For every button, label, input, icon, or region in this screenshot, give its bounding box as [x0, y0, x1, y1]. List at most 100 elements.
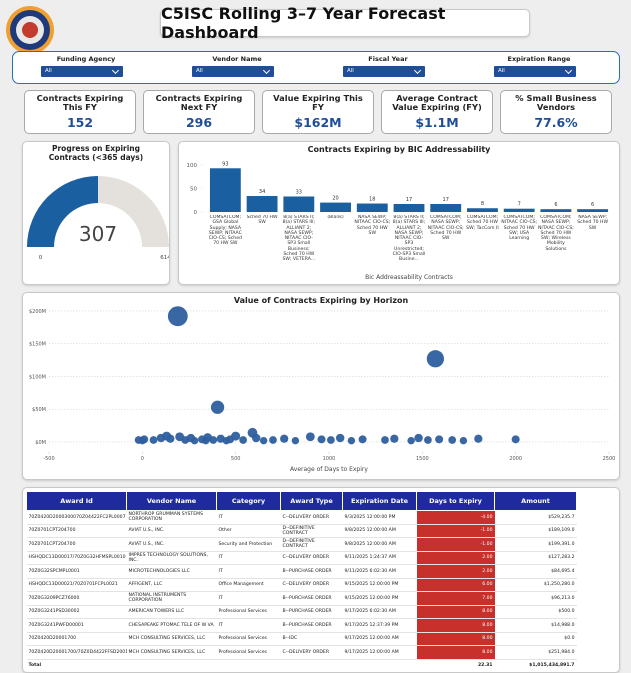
table-row: 70Z0701CPT204700 AVIAT U.S., INC. Security…: [26, 537, 577, 552]
point: [414, 433, 423, 443]
table-cell: AFFIGENT, LLC: [126, 578, 217, 592]
table-cell: 70Z0420D2000300070Z04422FC2PL0007: [26, 510, 127, 525]
total-amount: $1,015,434,891.7: [494, 658, 577, 672]
table-cell: 70Z0G32SPCMPL0001: [26, 564, 127, 579]
x-tick-label-box: COMSATCOM; Sched 70 HW SW; TacCom II: [466, 215, 499, 231]
table-cell: $251,984.0: [494, 645, 577, 660]
bar: [246, 196, 278, 212]
table-row: 70Z0G3241PWFD00001 CHESAPEAKE PTOMAC TELE…: [26, 618, 577, 633]
x-tick-label: -500: [43, 456, 54, 462]
table-cell: NATIONAL INSTRUMENTS CORPORATION: [126, 591, 217, 606]
table-cell: B--IDC: [280, 632, 343, 646]
table-row: 70Z0701CPT204700 AVIAT U.S., INC. Other D--…: [26, 524, 577, 538]
point: [347, 436, 356, 445]
x-tick-label-box: COMSATCOM; NASA SEWP; NITAAC CIO-CS; Sch…: [427, 215, 464, 242]
table-cell: 9/17/2025 12:00:00 AM: [342, 632, 417, 646]
column-header[interactable]: Category: [216, 491, 281, 511]
filter-dropdown[interactable]: All: [41, 66, 123, 77]
table-cell: IT: [216, 564, 281, 579]
total-label: Total: [26, 658, 127, 672]
table-cell: IT: [216, 618, 281, 633]
column-header[interactable]: Days to Expiry: [416, 491, 495, 511]
x-tick-label-box: NASA SEWP; NITAAC CIO-CS; Sched 70 HW SW: [354, 215, 391, 236]
table-cell: B--PURCHASE ORDER: [280, 591, 343, 606]
point: [134, 436, 143, 444]
bar-panel: Contracts Expiring by BIC Addressability…: [178, 141, 620, 285]
x-tick-label-box: 8(a) STARS II; 8(a) STARS III; ALLIANT 2…: [392, 215, 426, 263]
column-header[interactable]: Expiration Date: [342, 491, 417, 511]
table-cell: $84,695.4: [494, 564, 577, 579]
x-tick-label: COMSATCOM; NASA SEWP; NITAAC CIO-CS; Sch…: [427, 215, 464, 242]
kpi-card: Value Expiring This FY $162M: [262, 90, 374, 134]
table-cell: 9/17/2025 6:02:30 AM: [342, 605, 417, 619]
point: [327, 436, 335, 444]
point: [426, 350, 445, 368]
gauge-min: 0: [39, 255, 43, 261]
scatter-chart: Value of Contracts Expiring by Horizon $0…: [29, 296, 615, 473]
table-cell: $189,109.0: [494, 524, 577, 538]
table-cell: AVIAT U.S., INC.: [126, 524, 217, 538]
table-cell: $529,235.7: [494, 510, 577, 525]
y-tick-label: $0M: [35, 440, 46, 446]
x-tick-label: 8(a) STARS II; 8(a) STARS III; ALLIANT 2…: [392, 215, 426, 263]
table-cell: C--DELIVERY ORDER: [280, 510, 343, 525]
dropdown-chevron: [413, 66, 422, 75]
point: [511, 435, 520, 444]
column-header[interactable]: Vendor Name: [126, 491, 217, 511]
gauge-value: 307: [79, 222, 117, 246]
table-cell: 70Z0701CPT204700: [26, 524, 127, 538]
bar: [209, 168, 241, 212]
filter-label: Fiscal Year: [368, 55, 408, 63]
kpi-card: Average Contract Value Expiring (FY) $1.1…: [381, 90, 493, 134]
filter-value: All: [498, 68, 505, 74]
bar: [430, 204, 462, 212]
x-tick-label: NASA SEWP; Sched 70 HW SW: [577, 215, 609, 231]
gauge-panel: Progress on Expiring Contracts (<365 day…: [22, 141, 171, 285]
x-tick-label: 1000: [323, 456, 336, 462]
column-header[interactable]: Award Id: [26, 491, 127, 511]
total-row: Total 22.31 $1,015,434,891.7: [26, 658, 577, 672]
filter-value: All: [196, 68, 203, 74]
x-tick-label-box: COMSATCOM; NASA SEWP; NITAAC CIO-CS; Sch…: [538, 215, 574, 252]
kpi-value: $162M: [294, 115, 342, 130]
chart-title: Value of Contracts Expiring by Horizon: [234, 296, 409, 305]
table-cell: IT: [216, 591, 281, 606]
logo: [6, 6, 54, 54]
dropdown-chevron: [111, 66, 120, 75]
x-tick-label: COMSATCOM; GSA Global Supply; NASA SEWP;…: [208, 215, 242, 247]
x-tick-label: NASA SEWP; NITAAC CIO-CS; Sched 70 HW SW: [354, 215, 391, 236]
kpi-card: Contracts Expiring This FY 152: [24, 90, 136, 134]
table-cell: $500.0: [494, 605, 577, 619]
table-cell: 9/11/2025 1:24:37 AM: [342, 551, 417, 565]
table-cell: $0.0: [494, 632, 577, 646]
table-panel: Award Id Vendor Name Category Award Type Exp…: [22, 487, 620, 673]
kpi-value: 152: [66, 115, 94, 130]
table-cell: 70Z0701CPT204700: [26, 537, 127, 552]
kpi-card: % Small Business Vendors 77.6%: [500, 90, 612, 134]
table-cell: 70Z0G3241PWFD00001: [26, 618, 127, 633]
bar: [393, 204, 425, 212]
table-cell: 8.00: [416, 645, 495, 660]
point: [210, 400, 225, 414]
x-tick-label: 1500: [416, 456, 429, 462]
column-header[interactable]: Award Type: [280, 491, 343, 511]
bar-chart: Contracts Expiring by BIC Addressability…: [187, 145, 609, 281]
gauge-max: 614: [160, 255, 169, 261]
filter-dropdown[interactable]: All: [494, 66, 576, 77]
kpi-label: Value Expiring This FY: [273, 93, 363, 113]
table-cell: 9/8/2025 12:00:00 AM: [342, 524, 417, 538]
x-tick-label: 8(a) STARS II; 8(a) STARS III; ALLIANT 2…: [282, 215, 316, 263]
filter-dropdown[interactable]: All: [192, 66, 274, 77]
point: [358, 435, 367, 444]
table-cell: AVIAT U.S., INC.: [126, 537, 217, 552]
table-cell: 9/17/2025 12:37:39 PM: [342, 618, 417, 633]
x-axis-title: Average of Days to Expiry: [290, 466, 368, 473]
filter-dropdown[interactable]: All: [343, 66, 425, 77]
y-tick-label: $200M: [29, 309, 46, 315]
table-cell: CHESAPEAKE PTOMAC TELE OF W VA: [126, 618, 217, 633]
value-label: 7: [518, 202, 521, 208]
value-label: 17: [443, 197, 449, 203]
x-axis-title: Bic Addreassability Contracts: [365, 274, 453, 281]
column-header[interactable]: Amount: [494, 491, 577, 511]
point: [149, 436, 158, 444]
